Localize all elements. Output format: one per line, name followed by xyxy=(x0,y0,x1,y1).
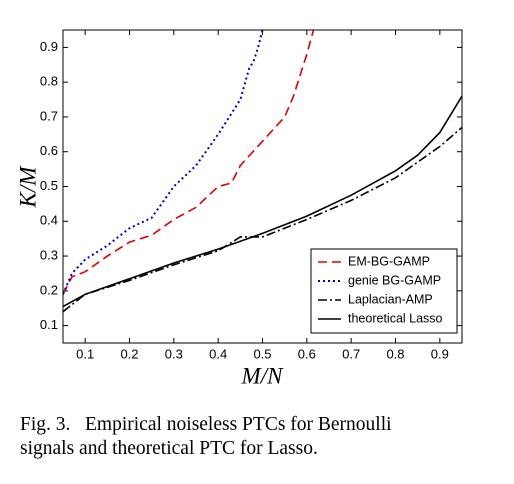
y-tick-label: 0.2 xyxy=(40,282,58,297)
x-tick-label: 0.6 xyxy=(298,346,316,361)
plot-lines xyxy=(63,30,462,313)
x-tick-label: 0.2 xyxy=(120,346,138,361)
x-tick-label: 0.5 xyxy=(253,346,271,361)
y-tick-label: 0.8 xyxy=(40,74,58,89)
y-tick-label: 0.9 xyxy=(40,39,58,54)
x-axis-label: M/N xyxy=(241,363,285,388)
y-tick-label: 0.7 xyxy=(40,108,58,123)
series-line xyxy=(63,30,264,295)
legend-label: Laplacian-AMP xyxy=(348,292,433,306)
legend-label: EM-BG-GAMP xyxy=(348,254,430,268)
legend-label: genie BG-GAMP xyxy=(348,273,441,287)
caption-line: signals and theoretical PTC for Lasso. xyxy=(20,438,318,459)
plot-frame xyxy=(62,29,463,344)
x-tick-label: 0.9 xyxy=(431,346,449,361)
caption-line: Fig. 3. Empirical noiseless PTCs for Ber… xyxy=(20,414,392,435)
series-line xyxy=(63,95,462,308)
x-tick-label: 0.7 xyxy=(342,346,360,361)
y-tick-label: 0.4 xyxy=(40,213,58,228)
x-tick-label: 0.8 xyxy=(386,346,404,361)
y-axis-label: K/M xyxy=(15,165,40,209)
x-tick-label: 0.3 xyxy=(165,346,183,361)
y-tick-label: 0.5 xyxy=(40,178,58,193)
x-tick-label: 0.4 xyxy=(209,346,227,361)
y-tick-label: 0.3 xyxy=(40,247,58,262)
series-line xyxy=(63,30,315,295)
x-tick-label: 0.1 xyxy=(76,346,94,361)
legend-label: theoretical Lasso xyxy=(348,311,443,325)
y-tick-label: 0.1 xyxy=(40,317,58,332)
y-tick-label: 0.6 xyxy=(40,143,58,158)
